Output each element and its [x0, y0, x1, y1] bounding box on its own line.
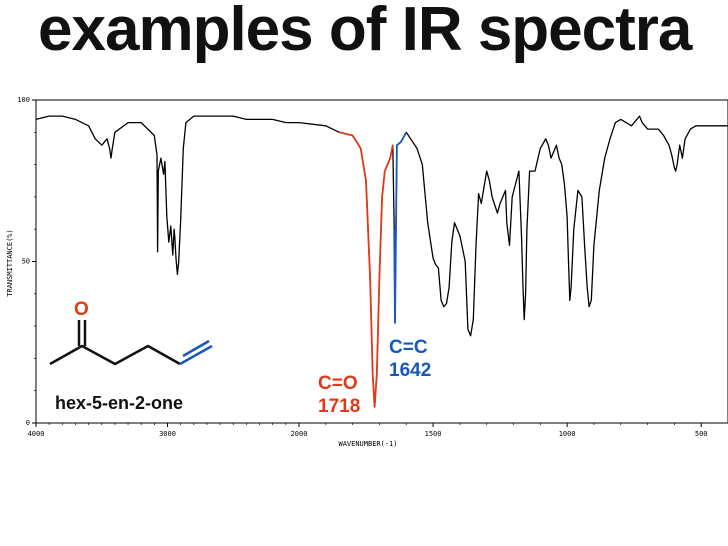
carbonyl-annotation: C=O 1718 [318, 373, 360, 417]
alkene-peak-trace [393, 131, 408, 324]
y-axis-label: TRANSMITTANCE(%) [6, 229, 14, 296]
y-axis-ticks: 100 50 0 [17, 96, 36, 427]
x-tick-label: 4000 [28, 430, 45, 438]
spectrum-series [35, 115, 728, 408]
x-axis-label: WAVENUMBER(-1) [338, 440, 397, 448]
carbonyl-peak-trace [338, 131, 394, 408]
x-tick-label: 1000 [559, 430, 576, 438]
alkene-annotation: C=C 1642 [389, 337, 431, 381]
x-tick-label: 500 [695, 430, 708, 438]
alkene-bond-a [179, 344, 213, 366]
carbon-chain [49, 344, 181, 366]
carbonyl-annotation-label: C=O [318, 373, 358, 394]
alkene-annotation-label: C=C [389, 337, 428, 358]
y-tick-label: 50 [22, 258, 30, 266]
x-tick-label: 2000 [291, 430, 308, 438]
alkene-annotation-value: 1642 [389, 360, 431, 381]
plot-frame [35, 99, 728, 424]
spectrum-trace [35, 115, 728, 408]
y-tick-label: 0 [26, 419, 30, 427]
x-tick-label: 1500 [425, 430, 442, 438]
y-tick-label: 100 [17, 96, 30, 104]
molecule-name: hex-5-en-2-one [55, 393, 183, 413]
slide-title: examples of IR spectra [38, 0, 692, 64]
alkene-bond-b [182, 339, 210, 358]
x-tick-label: 3000 [159, 430, 176, 438]
carbonyl-annotation-value: 1718 [318, 396, 360, 417]
molecule-structure: O hex-5-en-2-one [49, 299, 213, 413]
x-axis-ticks: 4000 3000 2000 1500 1000 500 [28, 423, 708, 438]
oxygen-atom-label: O [74, 299, 89, 320]
